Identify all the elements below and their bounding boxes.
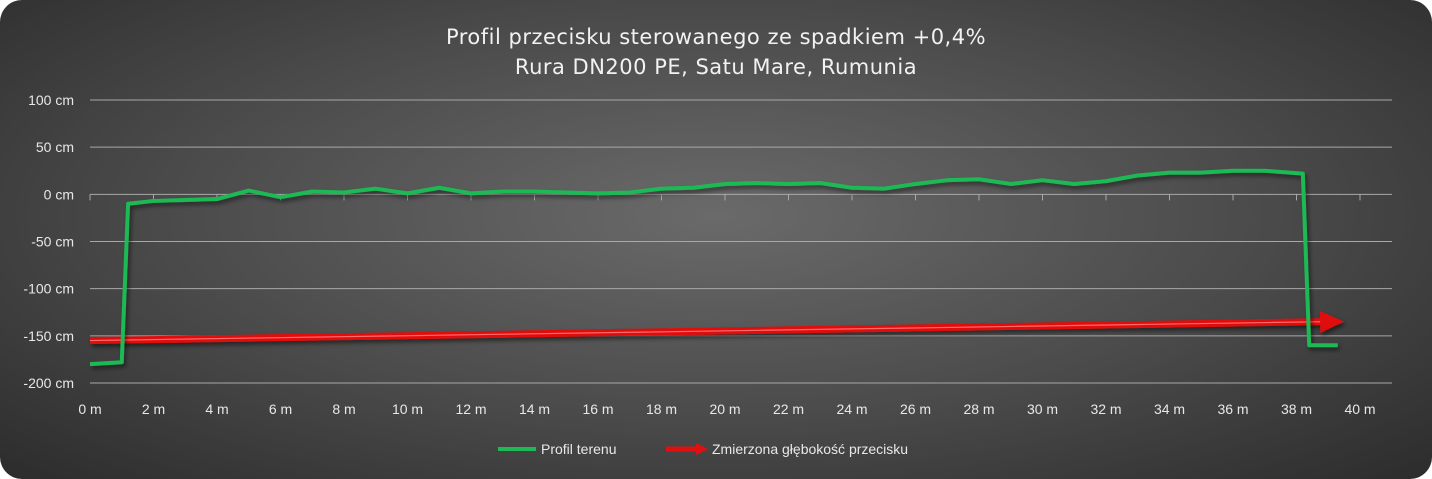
x-tick-label: 24 m bbox=[836, 401, 867, 417]
x-tick-label: 30 m bbox=[1027, 401, 1058, 417]
legend-label-depth: Zmierzona głębokość przecisku bbox=[712, 441, 908, 457]
x-tick-label: 20 m bbox=[709, 401, 740, 417]
x-tick-label: 0 m bbox=[78, 401, 101, 417]
legend: Profil terenu Zmierzona głębokość przeci… bbox=[498, 441, 908, 457]
x-tick-label: 36 m bbox=[1217, 401, 1248, 417]
chart-subtitle: Rura DN200 PE, Satu Mare, Rumunia bbox=[515, 55, 917, 79]
depth-arrow-highlight bbox=[89, 321, 1325, 342]
y-tick-label: -200 cm bbox=[23, 375, 74, 391]
x-tick-label: 28 m bbox=[963, 401, 994, 417]
x-tick-label: 38 m bbox=[1281, 401, 1312, 417]
x-tick-label: 34 m bbox=[1154, 401, 1185, 417]
x-tick-label: 40 m bbox=[1344, 401, 1375, 417]
x-tick-label: 6 m bbox=[269, 401, 292, 417]
x-tick-label: 16 m bbox=[582, 401, 613, 417]
legend-swatch-depth bbox=[666, 443, 708, 455]
x-tick-label: 2 m bbox=[142, 401, 165, 417]
depth-series bbox=[89, 311, 1345, 345]
chart-title: Profil przecisku sterowanego ze spadkiem… bbox=[446, 25, 986, 49]
x-tick-label: 14 m bbox=[519, 401, 550, 417]
y-tick-label: 100 cm bbox=[28, 92, 74, 108]
x-tick-label: 4 m bbox=[205, 401, 228, 417]
x-tick-label: 26 m bbox=[900, 401, 931, 417]
legend-label-terrain: Profil terenu bbox=[541, 441, 616, 457]
x-tick-label: 8 m bbox=[332, 401, 355, 417]
x-tick-label: 10 m bbox=[392, 401, 423, 417]
depth-arrow-head bbox=[1319, 311, 1345, 334]
x-tick-label: 22 m bbox=[773, 401, 804, 417]
y-tick-label: -50 cm bbox=[31, 234, 74, 250]
terrain-profile-line bbox=[89, 168, 1338, 367]
x-tick-label: 12 m bbox=[455, 401, 486, 417]
y-tick-label: 50 cm bbox=[36, 139, 74, 155]
x-tick-label: 18 m bbox=[646, 401, 677, 417]
y-tick-label: -100 cm bbox=[23, 281, 74, 297]
x-tick-label: 32 m bbox=[1090, 401, 1121, 417]
y-tick-label: 0 cm bbox=[44, 186, 74, 202]
y-tick-label: -150 cm bbox=[23, 328, 74, 344]
